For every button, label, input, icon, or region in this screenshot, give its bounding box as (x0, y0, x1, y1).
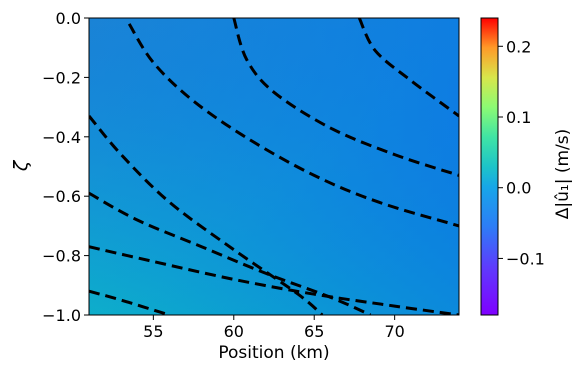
colorbar-ticks: 0.2 0.1 0.0 −0.1 (498, 37, 545, 268)
contour-line-4 (89, 289, 170, 315)
colorbar-tick-label: −0.1 (506, 249, 545, 268)
colorbar-gradient-bar (480, 17, 499, 316)
colorbar-tick-label: 0.0 (506, 179, 531, 198)
colorbar-tick-label: 0.2 (506, 37, 531, 56)
plot-frame (88, 17, 460, 316)
y-axis-ticks: 0.0 −0.2 −0.4 −0.6 −0.8 −1.0 (42, 9, 89, 325)
contour-line-7 (357, 18, 459, 118)
contour-lines (89, 18, 459, 315)
x-tick-label: 60 (224, 322, 244, 341)
plot-area (88, 17, 460, 316)
x-tick-label: 65 (304, 322, 324, 341)
contour-line-1 (89, 115, 324, 315)
contour-line-6 (232, 18, 459, 177)
heatmap-field-shade-horizontal (89, 18, 459, 315)
y-tick-label: −0.6 (42, 187, 81, 206)
contour-line-3 (89, 245, 459, 315)
colorbar: 0.2 0.1 0.0 −0.1 Δ|û₁| (m/s) (480, 17, 573, 316)
x-tick-label: 70 (384, 322, 404, 341)
x-axis-ticks: 55 60 65 70 (143, 315, 405, 341)
y-tick-label: −0.2 (42, 68, 81, 87)
contour-line-5 (127, 23, 459, 228)
y-tick-label: −1.0 (42, 306, 81, 325)
y-tick-label: −0.8 (42, 247, 81, 266)
y-axis-label: ζ (10, 159, 32, 172)
y-tick-label: −0.4 (42, 128, 81, 147)
x-axis-label: Position (km) (218, 343, 329, 363)
x-tick-label: 55 (143, 322, 163, 341)
colorbar-label: Δ|û₁| (m/s) (553, 129, 573, 220)
y-tick-label: 0.0 (56, 9, 81, 28)
colorbar-tick-label: 0.1 (506, 108, 531, 127)
